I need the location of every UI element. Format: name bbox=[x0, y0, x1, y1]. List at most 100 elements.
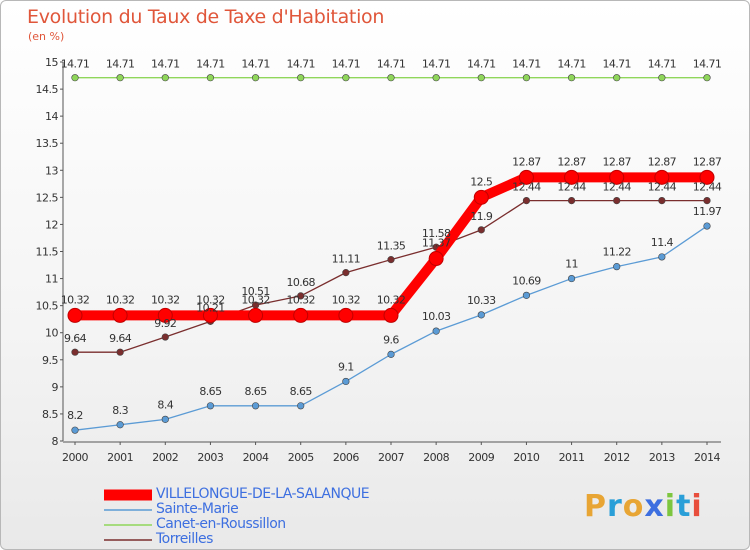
data-label-villelongue: 12.87 bbox=[602, 155, 631, 168]
y-tick-label: 9 bbox=[52, 381, 59, 394]
data-point-villelongue bbox=[473, 189, 489, 205]
y-tick-label: 14.5 bbox=[36, 83, 59, 96]
legend-item-canet[interactable]: Canet-en-Roussillon bbox=[104, 517, 484, 532]
data-point-sainte-marie bbox=[658, 253, 666, 261]
data-point-canet bbox=[206, 74, 215, 82]
data-point-sainte-marie bbox=[703, 222, 711, 230]
data-point-villelongue bbox=[202, 307, 218, 323]
y-tick-label: 11.5 bbox=[36, 246, 59, 259]
data-point-villelongue bbox=[248, 307, 264, 323]
data-point-canet bbox=[658, 74, 666, 82]
y-tick-label: 9.5 bbox=[42, 354, 58, 367]
y-tick-label: 8.5 bbox=[42, 408, 58, 421]
data-label-torreilles: 10.21 bbox=[196, 301, 225, 314]
data-label-sainte-marie: 8.2 bbox=[67, 409, 83, 422]
data-point-villelongue bbox=[428, 251, 444, 267]
data-label-villelongue: 12.87 bbox=[648, 155, 677, 168]
data-point-sainte-marie bbox=[116, 421, 124, 429]
legend-swatch-torreilles bbox=[104, 538, 152, 541]
data-label-torreilles: 11.35 bbox=[377, 240, 406, 253]
data-point-torreilles bbox=[658, 197, 666, 205]
legend-item-torreilles[interactable]: Torreilles bbox=[104, 532, 484, 547]
chart-subtitle: (en %) bbox=[28, 30, 65, 43]
chart-axes: 8 8.5 9 9.5 10 10.5 11 11.5 12 12.5 13 13.5 14 14.5 15… bbox=[36, 56, 721, 464]
y-tick-label: 15 bbox=[45, 56, 58, 69]
data-point-villelongue bbox=[383, 307, 399, 323]
data-label-torreilles: 9.64 bbox=[109, 332, 132, 345]
data-point-villelongue bbox=[338, 307, 354, 323]
data-point-canet bbox=[432, 74, 440, 82]
legend-item-villelongue[interactable]: VILLELONGUE-DE-LA-SALANQUE bbox=[104, 487, 484, 502]
data-point-torreilles bbox=[297, 292, 305, 300]
logo-letter: r bbox=[607, 489, 623, 524]
x-tick-label: 2001 bbox=[107, 451, 133, 464]
data-label-villelongue: 10.32 bbox=[61, 293, 90, 306]
data-point-canet bbox=[387, 74, 395, 82]
y-tick-label: 14 bbox=[45, 110, 58, 123]
data-label-sainte-marie: 11.97 bbox=[693, 205, 722, 218]
data-point-canet bbox=[342, 74, 350, 82]
data-label-torreilles: 9.64 bbox=[64, 332, 87, 345]
data-point-torreilles bbox=[161, 333, 169, 341]
data-label-villelongue: 10.32 bbox=[241, 293, 270, 306]
data-point-torreilles bbox=[342, 269, 350, 277]
data-label-torreilles: 10.68 bbox=[286, 276, 315, 289]
data-label-sainte-marie: 11.22 bbox=[602, 246, 631, 259]
data-label-villelongue: 10.32 bbox=[196, 293, 225, 306]
data-label-torreilles: 9.92 bbox=[154, 317, 176, 330]
x-tick-label: 2014 bbox=[694, 451, 720, 464]
data-point-villelongue bbox=[654, 169, 670, 185]
legend-label-villelongue: VILLELONGUE-DE-LA-SALANQUE bbox=[156, 486, 370, 502]
data-label-canet: 14.71 bbox=[557, 58, 586, 71]
data-point-sainte-marie bbox=[432, 327, 440, 335]
data-label-torreilles: 12.44 bbox=[512, 181, 541, 194]
data-point-torreilles bbox=[613, 197, 621, 205]
data-label-torreilles: 12.44 bbox=[693, 181, 722, 194]
data-point-sainte-marie bbox=[161, 415, 169, 423]
legend-item-sainte-marie[interactable]: Sainte-Marie bbox=[104, 502, 484, 517]
legend-swatch-canet bbox=[104, 523, 152, 526]
data-point-canet bbox=[703, 74, 711, 82]
data-point-canet bbox=[116, 74, 124, 82]
data-point-villelongue bbox=[564, 169, 580, 185]
data-point-sainte-marie bbox=[522, 291, 531, 299]
data-label-canet: 14.71 bbox=[151, 58, 180, 71]
data-label-villelongue: 12.5 bbox=[470, 175, 493, 188]
x-tick-label: 2002 bbox=[152, 451, 178, 464]
data-point-torreilles bbox=[387, 256, 395, 264]
data-point-canet bbox=[567, 74, 576, 82]
data-point-villelongue bbox=[67, 307, 83, 323]
proxiti-logo: Proxiti bbox=[584, 489, 703, 524]
legend-label-torreilles: Torreilles bbox=[156, 531, 213, 547]
data-point-canet bbox=[71, 74, 79, 82]
x-tick-label: 2013 bbox=[649, 451, 675, 464]
data-label-sainte-marie: 9.6 bbox=[383, 333, 399, 346]
x-tick-label: 2006 bbox=[333, 451, 359, 464]
x-tick-label: 2005 bbox=[288, 451, 314, 464]
data-label-villelongue: 10.32 bbox=[377, 293, 406, 306]
x-tick-label: 2003 bbox=[197, 451, 223, 464]
data-point-sainte-marie bbox=[206, 402, 215, 410]
data-label-canet: 14.71 bbox=[106, 58, 135, 71]
legend-label-sainte-marie: Sainte-Marie bbox=[156, 501, 239, 517]
data-point-villelongue bbox=[518, 169, 534, 185]
legend-swatch-villelongue bbox=[104, 489, 152, 500]
data-label-torreilles: 12.44 bbox=[648, 181, 677, 194]
data-label-sainte-marie: 8.65 bbox=[245, 385, 268, 398]
y-tick-label: 12.5 bbox=[36, 191, 59, 204]
x-tick-label: 2008 bbox=[423, 451, 449, 464]
x-tick-label: 2004 bbox=[243, 451, 269, 464]
data-point-sainte-marie bbox=[477, 311, 485, 319]
data-point-villelongue bbox=[699, 169, 715, 185]
logo-letter: x bbox=[644, 489, 665, 524]
data-point-canet bbox=[161, 74, 169, 82]
data-point-torreilles bbox=[71, 348, 79, 356]
data-label-villelongue: 12.87 bbox=[693, 155, 722, 168]
y-tick-label: 13 bbox=[45, 164, 58, 177]
data-point-villelongue bbox=[157, 307, 173, 323]
chart-data-labels: 14.71 14.71 14.71 14.71 14.71 14.71 14.71 14.71… bbox=[61, 58, 723, 422]
data-label-villelongue: 12.87 bbox=[512, 155, 541, 168]
y-tick-label: 8 bbox=[52, 435, 59, 448]
data-point-canet bbox=[477, 74, 485, 82]
